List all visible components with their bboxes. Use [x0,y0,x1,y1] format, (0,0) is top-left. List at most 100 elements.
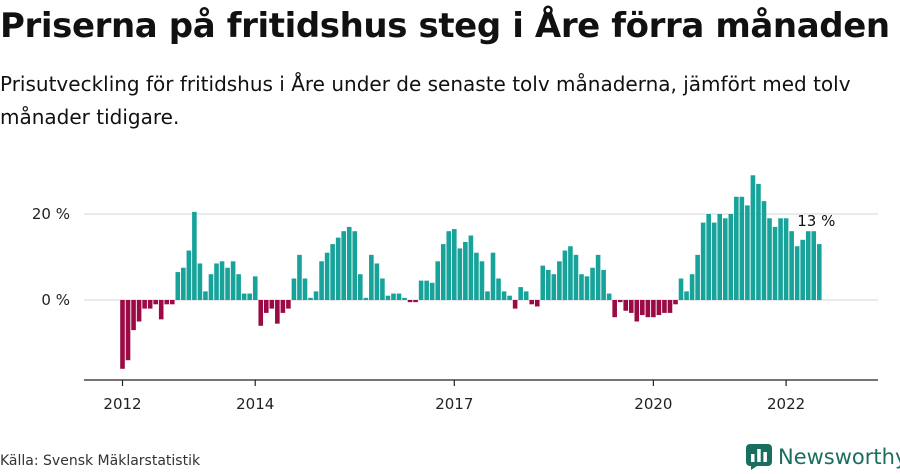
bar [706,214,711,300]
bar [374,263,380,300]
bar [230,261,236,300]
bar [778,218,783,300]
bar [142,300,147,309]
bar [452,229,457,300]
bar [479,261,485,300]
bar [131,300,136,331]
bar [269,300,275,309]
bar [169,300,175,305]
bar [800,239,805,300]
bar [440,244,446,300]
bar [429,282,435,300]
bar [673,300,678,305]
bar [651,300,656,318]
bar [219,261,225,300]
bar [252,276,258,300]
bar [158,300,164,320]
bar [136,300,142,322]
brand-name: Newsworthy [778,445,900,469]
bar [711,222,717,300]
bar [352,231,358,300]
bar [324,252,330,300]
bar [496,278,501,300]
bar [700,222,706,300]
x-axis: 2012 2014 2017 2020 2022 13 % [84,212,878,413]
bar [197,263,203,300]
bar [463,241,468,300]
bar [485,291,490,300]
bar [568,246,573,300]
bar [678,278,684,300]
bar [120,300,125,369]
bar [628,300,634,313]
bar [767,218,772,300]
y-tick-label: 20 % [32,205,70,223]
bar [391,293,396,300]
bar [236,274,241,300]
bar [413,300,418,303]
bar [761,201,767,300]
bar [468,235,474,300]
bar [164,300,170,305]
bar [474,252,479,300]
bar [346,226,352,300]
bar [363,297,369,300]
bar [816,244,822,300]
bar [529,300,535,305]
bar [313,291,319,300]
bar [523,291,529,300]
bar [263,300,269,313]
bar [181,267,186,300]
bar [750,175,756,300]
bar [330,244,335,300]
bar [557,261,562,300]
page-subtitle: Prisutveckling för fritidshus i Åre unde… [0,72,851,129]
bar [341,231,346,300]
bar [175,272,181,300]
bar [645,300,651,318]
x-tick-label: 2022 [767,395,805,413]
bar [214,263,219,300]
bar [656,300,662,316]
bar [396,293,402,300]
bar [794,246,800,300]
bar [612,300,617,318]
bar [662,300,667,313]
bar [407,300,413,303]
bar [634,300,640,322]
bar [623,300,629,311]
bar [667,300,673,313]
bar [335,237,341,300]
bar [225,267,230,300]
bar [297,254,302,300]
bar [446,231,452,300]
bar [357,274,363,300]
y-tick-label: 0 % [41,291,70,309]
bar [722,218,728,300]
bar [756,183,761,300]
bar [418,280,424,300]
x-tick-label: 2020 [634,395,672,413]
bar [606,293,612,300]
bar [512,300,518,309]
bar [275,300,280,324]
bar [208,274,214,300]
bar [546,269,551,300]
bar [291,278,297,300]
bar [601,269,606,300]
page-title: Priserna på fritidshus steg i Åre förra … [0,6,890,46]
bar [241,293,247,300]
bar [805,231,811,300]
bar [380,278,385,300]
bar [280,300,286,313]
bar [695,254,700,300]
bar [717,214,723,300]
bar [507,295,512,300]
bar [424,280,429,300]
brand-logo[interactable]: Newsworthy [746,441,900,473]
bar [501,291,507,300]
bar [551,274,557,300]
bar [518,287,523,300]
x-tick-label: 2012 [103,395,141,413]
bar [402,297,407,300]
